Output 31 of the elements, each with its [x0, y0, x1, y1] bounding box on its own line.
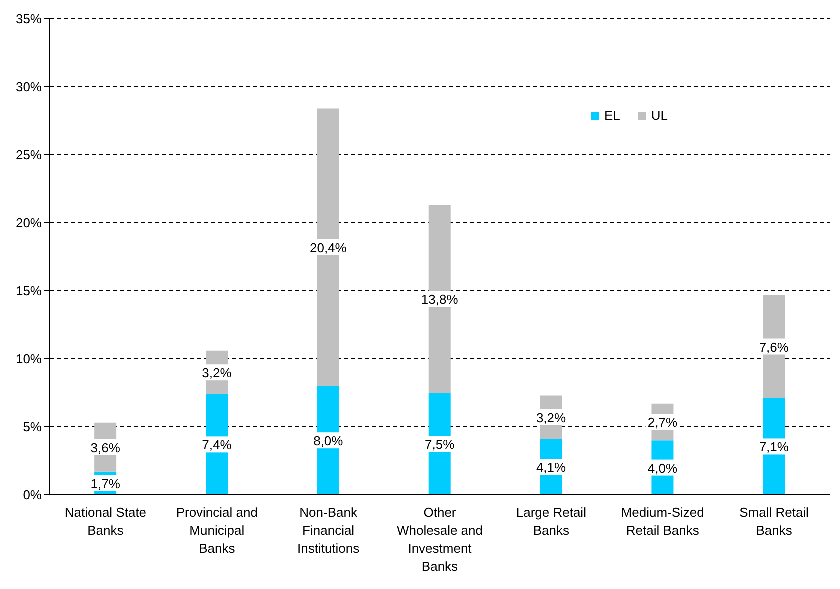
data-label: 3,2%: [536, 410, 567, 426]
y-tick-label: 10%: [16, 352, 42, 367]
data-label: 2,7%: [648, 415, 678, 430]
x-tick-label: Provincial and Municipal Banks: [176, 505, 258, 556]
x-tick-label: Medium-Sized Retail Banks: [621, 505, 704, 538]
y-tick-label: 20%: [16, 216, 42, 231]
data-label: 7,4%: [202, 438, 232, 453]
x-tick-label: National State Banks: [64, 505, 147, 538]
y-tick-label: 25%: [16, 148, 42, 163]
y-tick-label: 5%: [23, 420, 42, 435]
y-tick-label: 0%: [23, 488, 42, 503]
x-tick-label: Non-Bank Financial Institutions: [297, 505, 360, 556]
data-label: 13,8%: [421, 292, 459, 308]
data-label: 7,5%: [425, 437, 456, 452]
x-tick-label: Large Retail Banks: [516, 505, 587, 538]
y-tick-label: 15%: [16, 284, 42, 299]
x-tick-label: Small Retail Banks: [740, 505, 810, 538]
legend-label: UL: [650, 108, 668, 123]
data-label: 4,1%: [536, 460, 567, 476]
y-tick-label: 30%: [16, 80, 42, 95]
data-label: 1,7%: [90, 476, 121, 492]
data-label: 3,2%: [202, 366, 232, 381]
data-label: 7,1%: [759, 440, 790, 455]
legend-label: EL: [603, 108, 620, 123]
data-label: 3,6%: [90, 440, 121, 456]
y-tick-label: 35%: [16, 12, 42, 27]
data-label: 4,0%: [648, 460, 678, 476]
x-tick-label: Other Wholesale and Investment Banks: [397, 505, 483, 574]
data-label: 8,0%: [314, 434, 344, 449]
data-label: 7,6%: [759, 340, 790, 355]
data-label: 20,4%: [310, 240, 348, 256]
